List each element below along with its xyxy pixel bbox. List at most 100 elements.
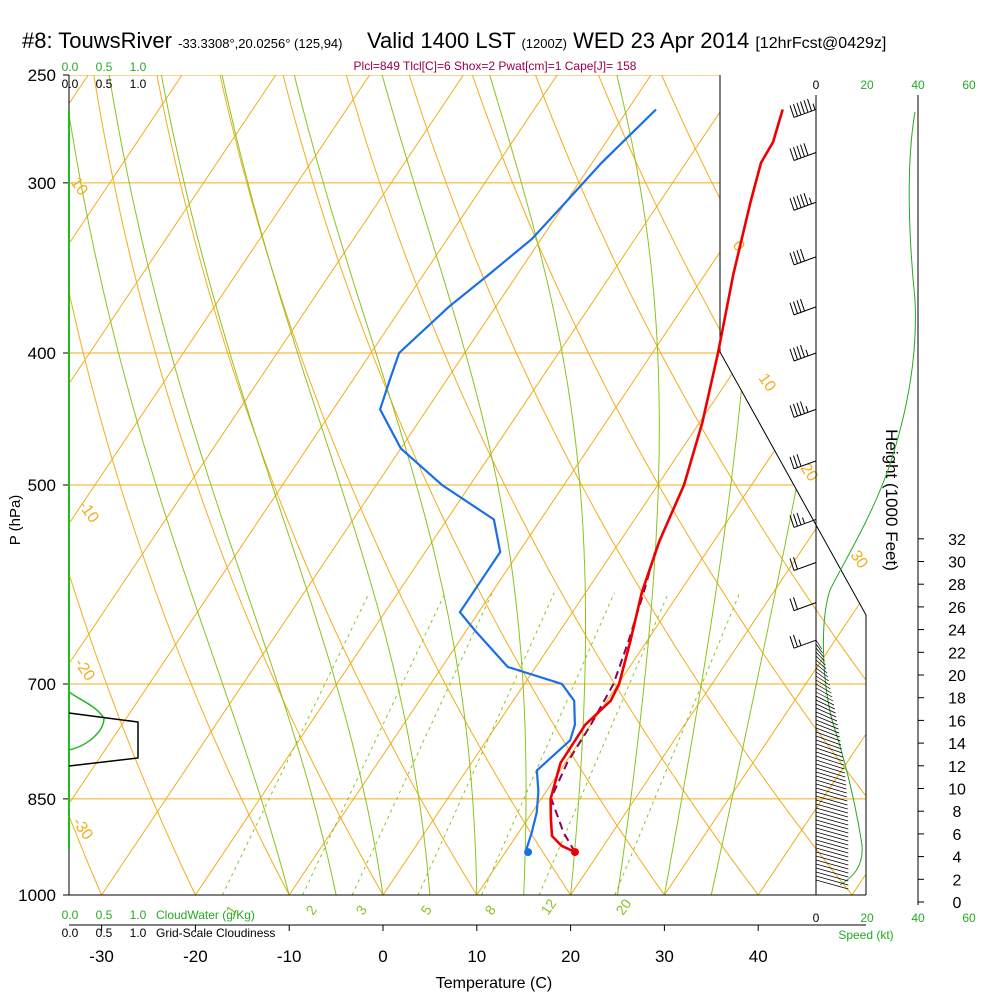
cloudwater-top-tick: 0.5 [96,60,113,74]
barb-flag [789,148,795,161]
low-level-barb [815,831,849,842]
low-level-barb [815,855,849,866]
barb-flag [793,455,798,468]
dry-adiabat [963,51,1000,924]
forecast-tag: [12hrFcst@0429z] [755,35,887,52]
height-tick-label: 16 [948,713,966,730]
barb-flag [796,250,802,263]
low-level-barb [815,835,849,846]
cloudiness-top-tick: 0.5 [96,77,113,91]
low-level-barb [815,711,838,722]
barb-staff [793,306,817,316]
low-level-barb [815,655,826,666]
isotherm-label: 10 [755,371,779,395]
height-tick-label: 4 [953,850,962,867]
pressure-tick-label: 400 [28,344,56,363]
wind-barb [789,143,817,161]
barb-flag [796,454,802,467]
height-tick-label: 14 [948,736,966,753]
isotherm-line [69,75,183,895]
temperature-tick-label: -10 [277,947,302,966]
low-level-barb [815,683,832,694]
barb-flag [796,300,802,313]
low-level-barb [815,659,827,670]
height-tick-label: 0 [953,895,962,912]
low-level-barb [815,647,824,658]
cloudiness-top-tick: 0.0 [62,77,79,91]
mixing-ratio-label: 2 [302,902,320,918]
moist-adiabat [616,75,660,895]
barb-flag [803,192,809,206]
low-level-barb [815,667,829,678]
barb-flag [796,195,802,208]
cloudwater-top-tick: 0.0 [62,60,79,74]
speed-top-tick: 0 [813,78,820,92]
moist-adiabat [69,75,290,895]
low-level-barb [815,867,849,878]
barb-flag [789,198,795,211]
wind-barb [789,98,817,118]
speed-top-tick: 40 [911,78,925,92]
moist-adiabat [221,75,431,895]
barb-flag [796,402,802,415]
station-name: #8: TouwsRiver [22,28,172,53]
low-level-barb [815,663,828,674]
barb-flag [803,100,809,113]
barb-flag [793,147,798,160]
indices-line: Plcl=849 Tlcl[C]=6 Shox=2 Pwat[cm]=1 Cap… [354,59,637,73]
barb-staff [793,256,817,266]
cloudwater-curve [68,691,105,751]
barb-flag [789,456,795,470]
low-level-barb [815,859,849,870]
low-level-barb [815,643,823,654]
low-level-barb [815,871,849,882]
low-level-barb [815,723,840,734]
height-tick-label: 30 [948,555,966,572]
speed-axis-label: Speed (kt) [838,928,893,942]
barb-staff [793,352,817,362]
barb-half [802,517,805,524]
speed-bottom-tick: 0 [813,911,820,925]
low-level-barb [815,671,830,682]
barb-flag [807,98,812,112]
low-level-barb [815,739,842,750]
barb-staff [793,201,817,211]
low-level-barb [815,787,848,798]
cloudiness-bottom-tick: 1.0 [130,926,147,940]
cloudiness-curve [68,712,139,767]
mixing-ratio-label: 3 [352,902,370,918]
cloudiness-bottom-tick: 0.0 [62,926,79,940]
valid-date: WED 23 Apr 2014 [573,28,750,53]
wind-barb [789,634,817,649]
barb-flag [800,344,805,358]
wind-barb [789,298,817,316]
mixing-ratio-label: 12 [537,896,559,918]
barb-flag [789,252,795,266]
isotherm-label: 10 [67,175,91,199]
barb-flag [800,101,805,114]
pressure-tick-label: 500 [28,476,56,495]
mixing-ratio-line [481,592,615,895]
station-coords: -33.3308°,20.0256° (125,94) [178,36,343,51]
isotherm-line [69,75,558,895]
low-level-barb [815,727,840,738]
moist-adiabat [108,75,337,895]
moist-adiabat [381,75,527,895]
wind-barb [789,597,817,612]
barb-flag [800,401,805,414]
low-level-barb [815,675,830,686]
height-tick-label: 28 [948,577,966,594]
isotherm-line [69,75,371,895]
mixing-ratio-line [302,592,446,895]
dry-adiabat [837,75,866,895]
wind-barb [789,512,817,528]
barb-staff [793,639,817,649]
plot-edge [719,75,867,895]
dry-adiabat [276,75,686,895]
barb-flag [793,634,798,648]
barb-flag [796,145,802,159]
grid-lines [69,51,1000,924]
cloudwater-bottom-tick: 0.5 [96,908,113,922]
wind-barb [789,557,817,571]
wind-barb [789,454,817,470]
